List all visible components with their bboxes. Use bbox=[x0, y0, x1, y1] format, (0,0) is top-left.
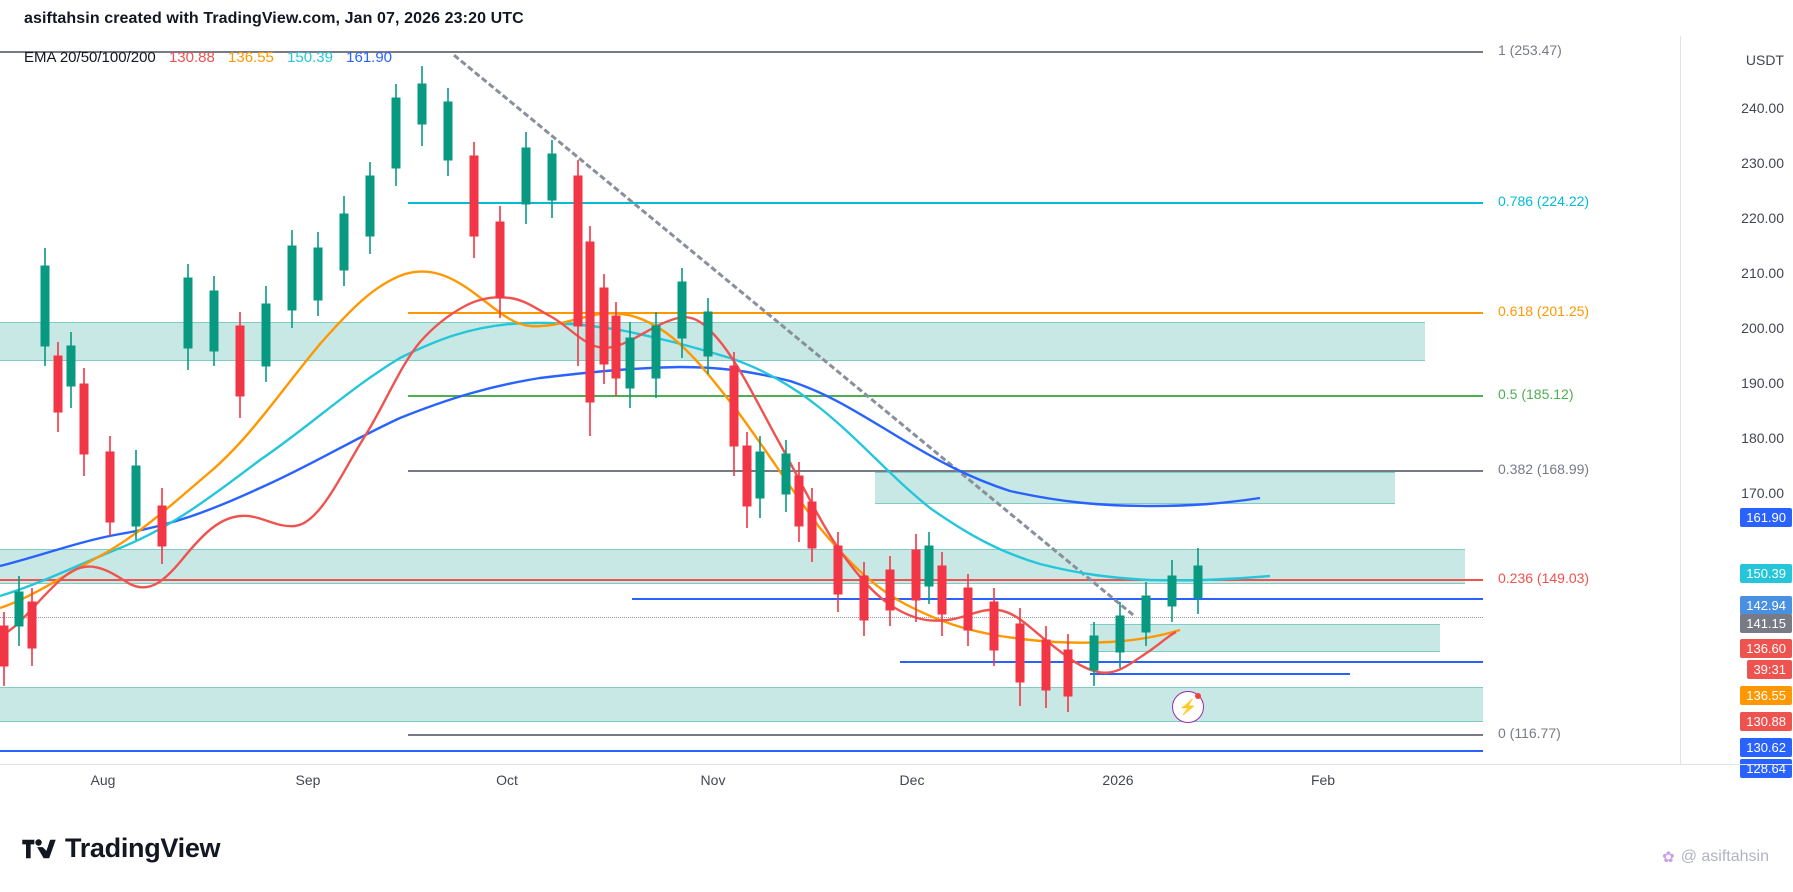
ema-legend[interactable]: EMA 20/50/100/200 130.88 136.55 150.39 1… bbox=[24, 49, 401, 66]
price-tick-190: 190.00 bbox=[1741, 375, 1784, 391]
user-watermark: ✿ @ asiftahsin bbox=[1662, 848, 1769, 866]
currency-label: USDT bbox=[1745, 52, 1784, 68]
price-tick-180: 180.00 bbox=[1741, 430, 1784, 446]
price-tag-12864: 128.64 bbox=[1740, 759, 1792, 778]
fib-label-0618: 0.618 (201.25) bbox=[1498, 303, 1590, 319]
fib-line-0786 bbox=[408, 202, 1483, 204]
fib-line-0236 bbox=[0, 579, 1483, 581]
flower-icon: ✿ bbox=[1662, 849, 1675, 866]
watermark-text: @ asiftahsin bbox=[1680, 848, 1769, 865]
tradingview-mark-icon bbox=[22, 836, 56, 862]
price-tag-ema20: 130.88 bbox=[1740, 712, 1792, 731]
candlestick-series bbox=[0, 66, 1203, 712]
price-tag-14115: 141.15 bbox=[1740, 614, 1792, 633]
fib-line-0618 bbox=[408, 312, 1483, 314]
fib-label-05: 0.5 (185.12) bbox=[1498, 386, 1574, 402]
price-tick-200: 200.00 bbox=[1741, 320, 1784, 336]
hline-greenzone-bottom bbox=[1090, 673, 1350, 675]
ema200-value: 161.90 bbox=[346, 49, 393, 66]
fib-line-05 bbox=[408, 395, 1483, 397]
fib-line-0382 bbox=[408, 470, 1483, 472]
price-tick-210: 210.00 bbox=[1741, 265, 1784, 281]
fib-label-1: 1 (253.47) bbox=[1498, 42, 1562, 58]
price-tag-13062: 130.62 bbox=[1740, 738, 1792, 757]
tradingview-wordmark: TradingView bbox=[65, 833, 221, 863]
hline-14294 bbox=[632, 598, 1483, 600]
time-tick-nov: Nov bbox=[700, 772, 726, 788]
tradingview-logo[interactable]: TradingView bbox=[22, 833, 221, 864]
time-tick-2026: 2026 bbox=[1102, 772, 1134, 788]
price-tick-220: 220.00 bbox=[1741, 210, 1784, 226]
hline-12864 bbox=[0, 750, 1483, 752]
price-tick-240: 240.00 bbox=[1741, 100, 1784, 116]
price-tag-last: 136.60 bbox=[1740, 639, 1792, 658]
time-tick-dec: Dec bbox=[899, 772, 925, 788]
price-tag-ema50: 136.55 bbox=[1740, 686, 1792, 705]
lightning-alert-icon[interactable]: ⚡ bbox=[1172, 691, 1204, 723]
lightning-glyph: ⚡ bbox=[1178, 699, 1198, 716]
price-tick-230: 230.00 bbox=[1741, 155, 1784, 171]
hline-13660 bbox=[900, 661, 1483, 663]
series-layer bbox=[0, 66, 1271, 712]
price-tick-170: 170.00 bbox=[1741, 485, 1784, 501]
fib-label-0: 0 (116.77) bbox=[1498, 725, 1561, 741]
time-axis[interactable]: Aug Sep Oct Nov Dec 2026 Feb bbox=[0, 764, 1680, 799]
chart-area[interactable]: ⚡ 1 (253.47) 0.786 (224.22) 0.618 (201.2… bbox=[0, 36, 1680, 764]
fib-line-1 bbox=[0, 51, 1483, 53]
support-zone-168 bbox=[875, 472, 1395, 504]
credit-line: asiftahsin created with TradingView.com,… bbox=[24, 10, 524, 27]
fib-line-0 bbox=[408, 734, 1483, 736]
time-tick-oct: Oct bbox=[496, 772, 518, 788]
time-tick-sep: Sep bbox=[295, 772, 321, 788]
price-tag-ema200: 161.90 bbox=[1740, 508, 1792, 527]
fib-label-0786: 0.786 (224.22) bbox=[1498, 193, 1590, 209]
ema-legend-label: EMA 20/50/100/200 bbox=[24, 49, 156, 66]
current-price-dotted-line bbox=[0, 617, 1483, 618]
ema50-value: 136.55 bbox=[228, 49, 274, 66]
price-tag-countdown: 39:31 bbox=[1747, 660, 1792, 679]
time-tick-aug: Aug bbox=[90, 772, 116, 788]
fib-label-0236: 0.236 (149.03) bbox=[1498, 570, 1590, 586]
ema20-value: 130.88 bbox=[168, 49, 215, 66]
support-zone-130 bbox=[0, 687, 1483, 722]
alert-dot bbox=[1195, 693, 1201, 699]
time-tick-feb: Feb bbox=[1310, 772, 1336, 788]
plot-region[interactable]: ⚡ bbox=[0, 36, 1483, 764]
price-axis[interactable]: USDT 240.00 230.00 220.00 210.00 200.00 … bbox=[1680, 36, 1793, 778]
ema100-value: 150.39 bbox=[287, 49, 333, 66]
price-tag-ema100: 150.39 bbox=[1740, 564, 1792, 583]
price-tag-14294: 142.94 bbox=[1740, 596, 1792, 615]
fib-label-0382: 0.382 (168.99) bbox=[1498, 461, 1590, 477]
